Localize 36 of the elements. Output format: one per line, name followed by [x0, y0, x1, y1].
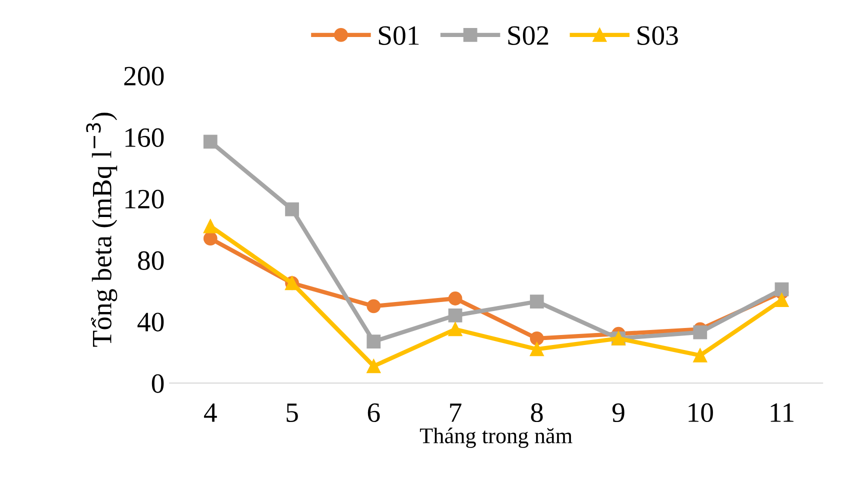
y-axis-title: Tổng beta (mBq l$^{−3}$)	[86, 112, 118, 347]
point	[285, 202, 299, 216]
point	[774, 282, 789, 296]
x-tick-label: 7	[450, 404, 462, 422]
x-tick-label: 4	[204, 403, 217, 422]
point	[203, 134, 218, 149]
y-tick-label: 200	[124, 66, 164, 86]
x-tick-label: 8	[531, 403, 543, 422]
point	[530, 332, 544, 346]
point	[530, 294, 544, 309]
x-tick-label: 6	[368, 403, 380, 422]
y-tick-label: 160	[126, 128, 164, 147]
y-tick-label: 0	[152, 374, 164, 393]
y-tick-label: 80	[138, 251, 164, 270]
y-tick-label: 40	[138, 312, 164, 332]
point	[366, 359, 381, 374]
point	[366, 299, 381, 314]
x-tick-label: 11	[770, 403, 794, 422]
legend-label: S02	[508, 26, 548, 45]
point	[203, 232, 218, 246]
y-tick-label: 120	[126, 190, 164, 208]
point	[448, 292, 462, 306]
x-tick-label: 10	[688, 403, 713, 422]
legend-label: S01	[378, 26, 419, 45]
point	[448, 322, 462, 336]
point	[448, 308, 462, 322]
x-tick-label: 5	[286, 404, 298, 422]
point	[530, 342, 544, 356]
legend-label: S03	[638, 26, 678, 45]
point	[366, 334, 381, 348]
point	[203, 219, 218, 234]
x-axis-title: Tháng trong năm	[420, 428, 572, 448]
point	[693, 325, 708, 340]
x-tick-label: 9	[612, 403, 624, 422]
point	[774, 293, 789, 307]
point	[693, 348, 708, 362]
